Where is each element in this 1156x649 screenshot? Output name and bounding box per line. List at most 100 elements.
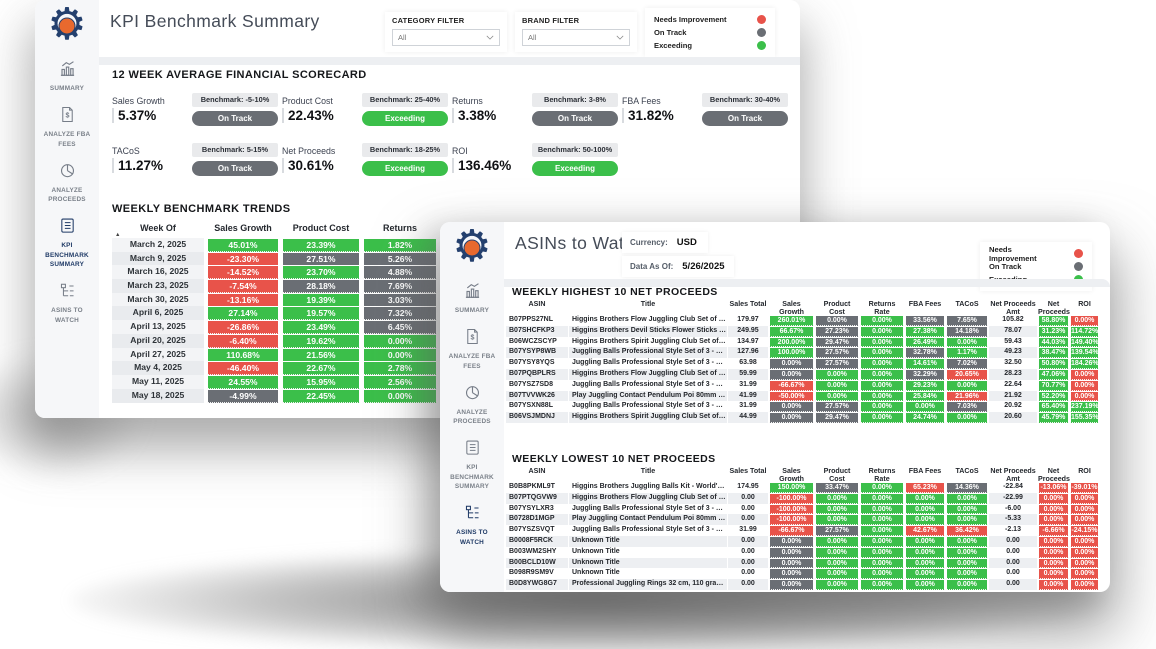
legend-dot-green	[757, 41, 766, 50]
trend-value-cell: 0.00%	[363, 388, 437, 403]
sales-total-cell: 174.95	[728, 482, 768, 493]
sidebar-item-label: ASINS TO WATCH	[456, 529, 488, 546]
sidebar-item-summary[interactable]: SUMMARY	[39, 60, 95, 93]
column-header-title[interactable]: Title	[640, 467, 656, 475]
sales-total-cell: 134.97	[728, 336, 768, 348]
column-header-roi[interactable]: ROI	[1078, 467, 1091, 475]
data-as-of-value[interactable]: 5/26/2025	[682, 261, 725, 272]
column-header-sales-total[interactable]: Sales Total	[729, 467, 767, 475]
metric-value-cell: 0.00%	[946, 546, 988, 558]
trend-value-cell: -46.40%	[207, 361, 279, 376]
trend-value-cell: 21.56%	[282, 347, 360, 362]
asin-row[interactable]: B07PQBPLRS Higgins Brothers Flow Juggling…	[506, 368, 1104, 380]
metric-value-cell: 32.29%	[905, 368, 945, 380]
front-nav: SUMMARY $ ANALYZE FBA FEES ANALYZE PROCEEDS…	[440, 282, 504, 547]
benchmark-pill: Benchmark: 5-15%	[192, 142, 278, 157]
roi-cell: 114.72%	[1070, 325, 1099, 337]
column-header-returns-rate[interactable]: Returns Rate	[868, 300, 896, 317]
net-proceeds-amt-cell: 0.00	[989, 557, 1037, 569]
column-header-sales-total[interactable]: Sales Total	[729, 300, 767, 308]
asin-row[interactable]: B07PPS27NL Higgins Brothers Flow Juggling…	[506, 315, 1104, 326]
metric-value-cell: 0.00%	[860, 358, 904, 369]
chevron-down-icon	[486, 33, 494, 42]
asin-row[interactable]: B07YSZ7SD8 Juggling Balls Professional St…	[506, 379, 1104, 391]
currency-label: Currency:	[630, 238, 668, 247]
asin-cell: B07YSXN88L	[506, 401, 568, 413]
sidebar-item-asins-to-watch[interactable]: ASINS TO WATCH	[39, 282, 95, 325]
roi-cell: 0.00%	[1070, 379, 1099, 391]
benchmark-pill: Benchmark: 3-8%	[532, 92, 618, 107]
column-header-asin[interactable]: ASIN	[528, 467, 546, 475]
metric-value-cell: 42.67%	[905, 525, 945, 536]
trend-value-cell: 5.26%	[363, 251, 437, 266]
column-header-tacos[interactable]: TACoS	[955, 300, 979, 308]
asin-row[interactable]: B07YSXN88L Juggling Balls Professional St…	[506, 401, 1104, 413]
trend-value-cell: 15.95%	[282, 374, 360, 389]
sidebar-item-kpi-benchmark-summary[interactable]: KPI BENCHMARK SUMMARY	[39, 217, 95, 269]
legend-label: Needs Improvement	[654, 15, 727, 24]
brand-filter-select[interactable]: All	[522, 29, 630, 46]
column-header-product-cost[interactable]: Product Cost	[823, 467, 851, 484]
sidebar-item-label: ANALYZE PROCEEDS	[48, 186, 86, 204]
net-proceeds-amt-cell: 32.50	[989, 358, 1037, 369]
sales-total-cell: 0.00	[728, 514, 768, 526]
sidebar-item-analyze-fba-fees[interactable]: $ ANALYZE FBA FEES	[444, 328, 500, 371]
asin-row[interactable]: B0728D1MGP Play Juggling Contact Pendulum…	[506, 514, 1104, 526]
column-header-sales-growth[interactable]: Sales Growth	[779, 467, 804, 484]
asin-row[interactable]: B00BCLD10W Unknown Title 0.00 0.00% 0.00% 0.0…	[506, 557, 1104, 569]
sidebar-item-analyze-proceeds[interactable]: ANALYZE PROCEEDS	[444, 384, 500, 427]
trends-row[interactable]: March 30, 2025 -13.16% 19.39% 3.03%	[112, 292, 518, 307]
asin-row[interactable]: B0B8PKML9T Higgins Brothers Juggling Ball…	[506, 482, 1104, 493]
metric-value-cell: 0.00%	[769, 358, 814, 369]
asin-row[interactable]: B0008F5RCK Unknown Title 0.00 0.00% 0.00% 0.0…	[506, 535, 1104, 547]
legend-dot-neutral	[1074, 262, 1083, 271]
asin-row[interactable]: B07YSYP8WB Juggling Balls Professional St…	[506, 347, 1104, 359]
asin-row[interactable]: B06WCZSCYP Higgins Brothers Spirit Juggli…	[506, 336, 1104, 348]
column-header-sales-growth[interactable]: Sales Growth	[214, 223, 272, 233]
column-header-product-cost[interactable]: Product Cost	[823, 300, 851, 317]
column-header-product-cost[interactable]: Product Cost	[292, 223, 350, 233]
metric-sales-growth: Sales Growth 5.37% Benchmark: -5-10% On Tra…	[112, 88, 282, 130]
sidebar-item-label: KPI BENCHMARK SUMMARY	[450, 464, 494, 490]
sidebar-item-analyze-proceeds[interactable]: ANALYZE PROCEEDS	[39, 162, 95, 205]
asin-cell: B0D8YWG8G7	[506, 579, 568, 590]
trends-row[interactable]: April 6, 2025 27.14% 19.57% 7.32%	[112, 306, 518, 321]
asin-row[interactable]: B0D8YWG8G7 Professional Juggling Rings 32…	[506, 579, 1104, 590]
sidebar-item-analyze-fba-fees[interactable]: $ ANALYZE FBA FEES	[39, 106, 95, 149]
sales-total-cell: 59.99	[728, 368, 768, 380]
column-header-week-of[interactable]: Week Of ▲	[115, 223, 176, 238]
asin-row[interactable]: B098R9SM9V Unknown Title 0.00 0.00% 0.00% 0.0…	[506, 568, 1104, 580]
asin-row[interactable]: B07YSYLXR3 Juggling Balls Professional St…	[506, 503, 1104, 515]
legend-item: On Track	[989, 260, 1083, 273]
column-header-fba-fees[interactable]: FBA Fees	[908, 467, 942, 475]
column-header-tacos[interactable]: TACoS	[955, 467, 979, 475]
title-cell: Juggling Balls Professional Style Set of…	[569, 358, 727, 369]
column-header-returns[interactable]: Returns	[382, 223, 417, 233]
metric-value-cell: 0.00%	[905, 557, 945, 569]
asin-row[interactable]: B07SHCFKP3 Higgins Brothers Devil Sticks …	[506, 325, 1104, 337]
category-filter-select[interactable]: All	[392, 29, 500, 46]
asin-cell: B07TVVWK26	[506, 390, 568, 402]
metric-value-cell: 0.00%	[815, 514, 859, 526]
column-header-title[interactable]: Title	[640, 300, 656, 308]
asin-row[interactable]: B07YSY8YQS Juggling Balls Professional St…	[506, 358, 1104, 369]
column-header-returns-rate[interactable]: Returns Rate	[868, 467, 896, 484]
trend-value-cell: 3.03%	[363, 292, 437, 307]
asin-row[interactable]: B07PTQGVW9 Higgins Brothers Flow Juggling…	[506, 492, 1104, 504]
currency-value[interactable]: USD	[676, 237, 697, 248]
trend-value-cell: 23.49%	[282, 320, 360, 335]
net-proceeds-pct-cell: 52.20%	[1038, 390, 1069, 402]
column-header-asin[interactable]: ASIN	[528, 300, 546, 308]
week-of-cell: March 16, 2025	[112, 265, 204, 280]
sidebar-item-label: ASINS TO WATCH	[51, 307, 83, 324]
column-header-roi[interactable]: ROI	[1078, 300, 1091, 308]
asin-row[interactable]: B003WM2SHY Unknown Title 0.00 0.00% 0.00% 0.0…	[506, 546, 1104, 558]
asin-row[interactable]: B06VSJMDNJ Higgins Brothers Spirit Juggli…	[506, 412, 1104, 423]
sidebar-item-summary[interactable]: SUMMARY	[444, 282, 500, 315]
asin-row[interactable]: B07YSZSVQT Juggling Balls Professional St…	[506, 525, 1104, 536]
asin-row[interactable]: B07TVVWK26 Play Juggling Contact Pendulum…	[506, 390, 1104, 402]
column-header-sales-growth[interactable]: Sales Growth	[779, 300, 804, 317]
column-header-fba-fees[interactable]: FBA Fees	[908, 300, 942, 308]
sidebar-item-kpi-benchmark-summary[interactable]: KPI BENCHMARK SUMMARY	[444, 439, 500, 491]
sidebar-item-asins-to-watch[interactable]: ASINS TO WATCH	[444, 504, 500, 547]
